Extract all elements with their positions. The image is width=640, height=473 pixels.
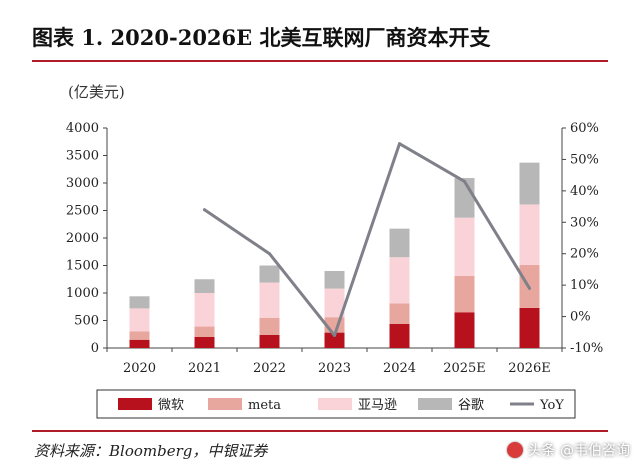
legend-label: meta (248, 398, 281, 413)
y2-tick-label: 60% (570, 121, 599, 136)
y-tick-label: 2000 (66, 231, 99, 246)
y-tick-label: 2500 (66, 204, 99, 219)
bar-segment (519, 162, 540, 205)
yoy-point (528, 286, 531, 290)
y2-tick-label: 50% (570, 152, 599, 167)
y-tick-label: 3000 (66, 176, 99, 191)
x-tick-label: 2024 (383, 361, 416, 376)
yoy-point (398, 142, 401, 146)
x-tick-label: 2025E (443, 361, 486, 376)
yoy-line-path (203, 142, 531, 337)
yoy-line (203, 142, 531, 337)
bar-segment (324, 288, 345, 318)
watermark: 头条 @韦伯咨询 (506, 440, 630, 460)
y-tick-label: 1500 (66, 259, 99, 274)
axes: 0 500 1000 1500 2000 2500 3000 3500 4000 -10% 0% 10… (66, 121, 603, 376)
y2-tick-label: 0% (570, 310, 591, 325)
legend: 微软 meta 亚马逊 谷歌 YoY (96, 389, 576, 419)
yoy-point (203, 208, 206, 212)
x-tick-label: 2021 (188, 361, 221, 376)
x-tick-label: 2023 (318, 361, 351, 376)
y-tick-label: 0 (91, 341, 99, 356)
legend-label: 谷歌 (458, 398, 484, 413)
bar-segment (129, 308, 150, 332)
yoy-point (463, 179, 466, 183)
legend-swatch (318, 398, 352, 410)
x-tick-label: 2020 (123, 361, 156, 376)
bar-segment (129, 296, 150, 309)
y2-tick-label: 30% (570, 215, 599, 230)
yoy-point (268, 252, 271, 256)
bar-segment (259, 265, 280, 283)
y-tick-label: 4000 (66, 121, 99, 136)
yoy-point (333, 333, 336, 337)
x-tick-label: 2022 (253, 361, 286, 376)
y2-tick-label: -10% (570, 341, 603, 356)
bar-segment (519, 204, 540, 265)
bars (129, 162, 540, 348)
bar-segment (259, 317, 280, 335)
bar-segment (194, 293, 215, 327)
legend-label: 微软 (158, 398, 184, 413)
bar-segment (259, 282, 280, 318)
bar-segment (389, 228, 410, 258)
bar-segment (389, 303, 410, 324)
y-tick-label: 3500 (66, 149, 99, 164)
title-divider (32, 60, 608, 62)
legend-box (96, 389, 576, 419)
bar-segment (454, 312, 475, 348)
bar-segment (259, 334, 280, 348)
bar-segment (194, 337, 215, 348)
y-tick-label: 500 (74, 314, 99, 329)
chart-title: 图表 1. 2020-2026E 北美互联网厂商资本开支 (32, 25, 491, 50)
bar-segment (194, 326, 215, 337)
bar-segment (454, 275, 475, 313)
x-tick-label: 2026E (508, 361, 551, 376)
watermark-text: 头条 @韦伯咨询 (527, 443, 630, 459)
source-note: 资料来源：Bloomberg，中银证券 (34, 442, 268, 460)
bar-segment (389, 257, 410, 304)
bar-segment (389, 323, 410, 348)
legend-label: YoY (539, 398, 564, 413)
legend-swatch (418, 398, 452, 410)
bar-segment (129, 331, 150, 340)
watermark-logo-icon (506, 442, 523, 458)
y2-tick-label: 20% (570, 247, 599, 262)
y-tick-label: 1000 (66, 286, 99, 301)
bar-segment (454, 217, 475, 276)
y2-tick-label: 10% (570, 278, 599, 293)
bar-segment (324, 332, 345, 348)
y-axis-unit-label: (亿美元) (68, 83, 125, 101)
bar-segment (519, 307, 540, 348)
source-divider (32, 430, 608, 432)
bar-segment (324, 271, 345, 289)
legend-swatch (118, 398, 152, 410)
y2-tick-label: 40% (570, 184, 599, 199)
legend-swatch (208, 398, 242, 410)
legend-label: 亚马逊 (358, 398, 397, 413)
bar-segment (129, 339, 150, 348)
bar-segment (194, 279, 215, 293)
